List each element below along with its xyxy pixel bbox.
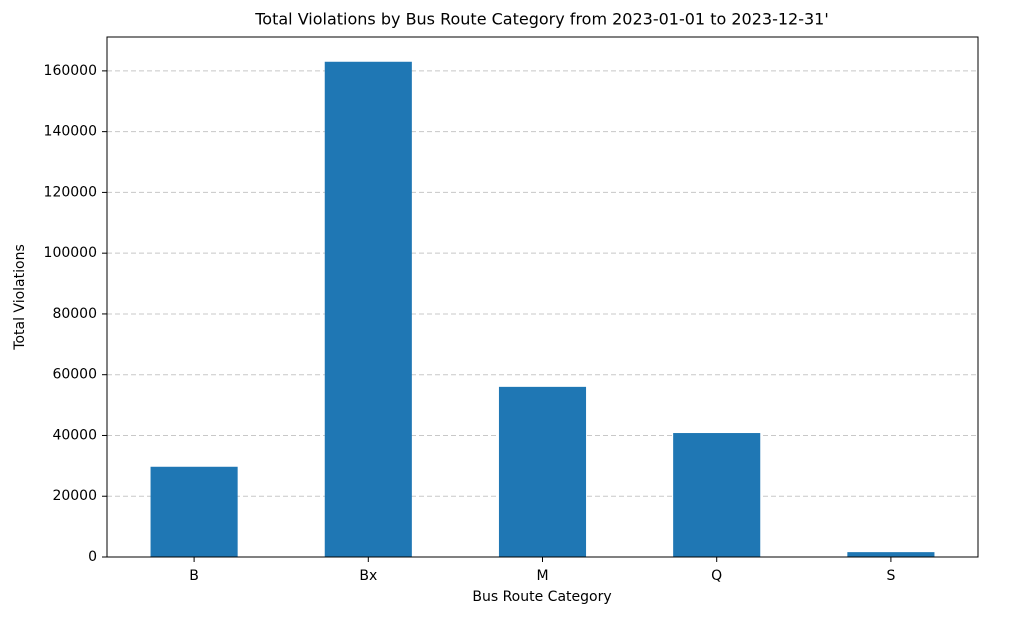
chart-title: Total Violations by Bus Route Category f… xyxy=(254,10,828,29)
y-tick-label: 20000 xyxy=(52,488,97,504)
x-tick-label: M xyxy=(536,568,548,584)
y-tick-label: 80000 xyxy=(52,306,97,322)
bar xyxy=(847,552,935,557)
x-tick-label: Bx xyxy=(359,568,377,584)
x-axis-label: Bus Route Category xyxy=(472,589,611,605)
x-tick-label: B xyxy=(189,568,199,584)
y-tick-label: 160000 xyxy=(44,63,97,79)
y-axis-label: Total Violations xyxy=(12,244,28,350)
y-tick-label: 40000 xyxy=(52,427,97,443)
y-tick-label: 120000 xyxy=(44,184,97,200)
y-tick-label: 140000 xyxy=(44,124,97,140)
y-tick-label: 0 xyxy=(88,549,97,565)
y-tick-label: 60000 xyxy=(52,367,97,383)
plot-frame xyxy=(106,36,979,558)
bar xyxy=(673,433,761,557)
bar xyxy=(498,386,587,557)
bar xyxy=(324,61,412,558)
bar xyxy=(150,466,238,557)
x-tick-label: S xyxy=(886,568,895,584)
x-tick-label: Q xyxy=(711,568,722,584)
y-tick-label: 100000 xyxy=(44,245,97,261)
